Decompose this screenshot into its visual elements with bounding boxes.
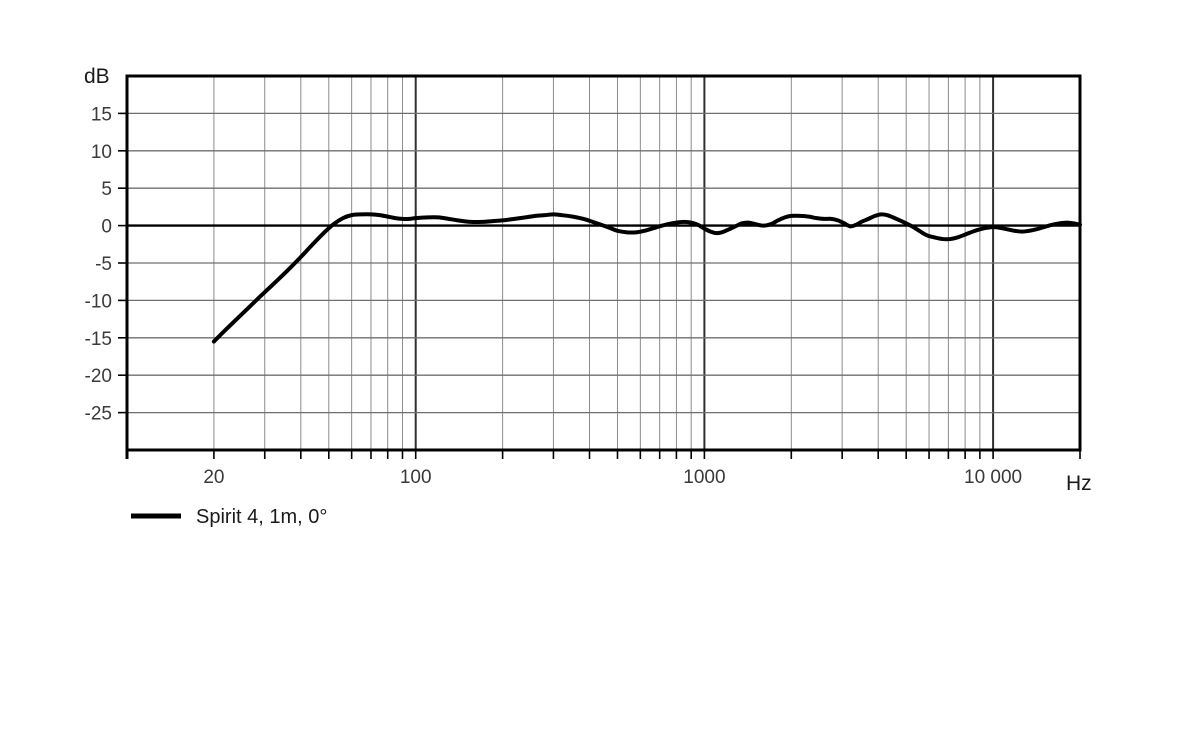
- x-axis-tick-label: 20: [203, 467, 224, 488]
- x-axis-tick-label: 1000: [683, 467, 725, 488]
- legend-label: Spirit 4, 1m, 0°: [196, 506, 327, 528]
- y-axis-tick-label: -20: [85, 366, 112, 387]
- y-axis-unit-label: dB: [84, 65, 110, 88]
- x-axis-ticks: [125, 432, 1081, 459]
- chart-legend: Spirit 4, 1m, 0°: [131, 506, 327, 528]
- x-axis-tick-label: 100: [400, 467, 432, 488]
- x-axis-unit-label: Hz: [1066, 472, 1092, 495]
- y-axis-tick-label: -15: [85, 329, 112, 350]
- y-axis-tick-label: 10: [91, 142, 112, 163]
- y-axis-ticks: [118, 112, 127, 414]
- y-axis-tick-label: 0: [101, 217, 112, 238]
- data-series-group: [211, 212, 1082, 344]
- y-axis-tick-labels: 15 10 5 0 -5 -10 -15 -20 -25: [85, 104, 112, 424]
- horizontal-gridlines: [127, 112, 1080, 414]
- y-axis-tick-label: 15: [91, 104, 112, 125]
- y-axis-tick-label: -25: [85, 404, 112, 425]
- x-axis-tick-labels: 20 100 1000 10 000: [203, 467, 1022, 488]
- x-axis-tick-label: 10 000: [964, 467, 1022, 488]
- y-axis-tick-label: -5: [95, 254, 112, 275]
- y-axis-tick-label: 5: [101, 179, 112, 200]
- series-line: [211, 212, 1082, 344]
- y-axis-tick-label: -10: [85, 291, 112, 312]
